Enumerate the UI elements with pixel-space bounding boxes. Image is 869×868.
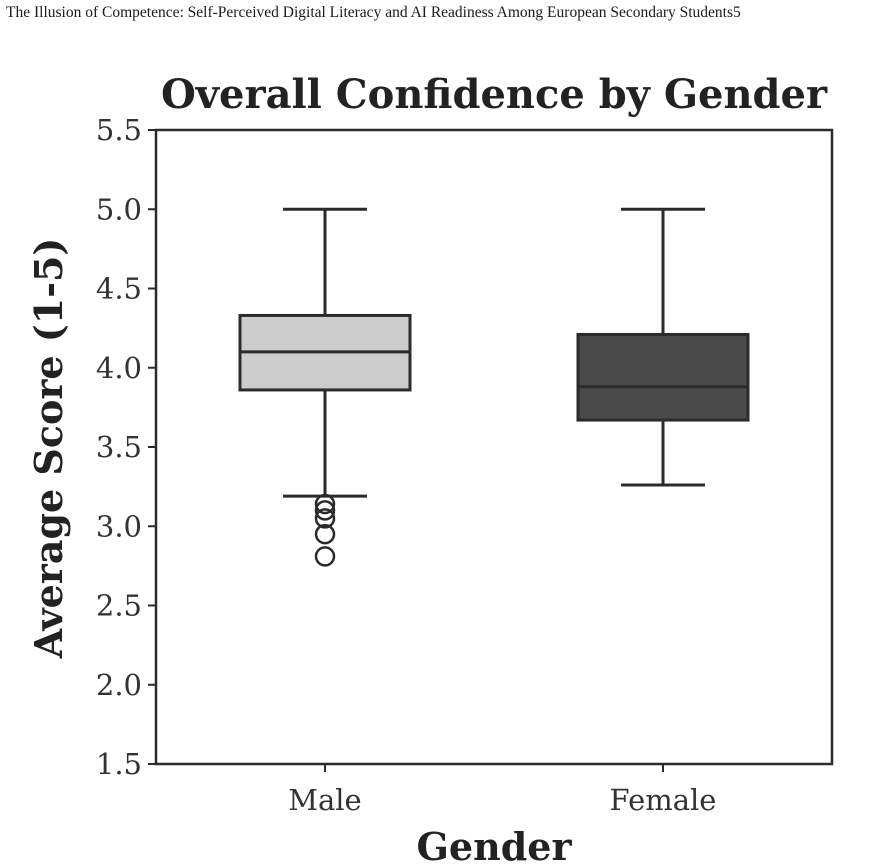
x-tick-label: Male <box>288 783 361 817</box>
chart-title: Overall Confidence by Gender <box>161 71 828 118</box>
outlier-point <box>314 493 336 515</box>
plot-frame <box>154 128 834 766</box>
y-tick-label: 4.5 <box>96 272 142 306</box>
y-tick-label: 1.5 <box>96 747 142 781</box>
y-tick-label: 5.5 <box>96 113 142 147</box>
running-header: The Illusion of Competence: Self-Perceiv… <box>6 4 741 21</box>
y-tick-label: 3.0 <box>96 509 142 543</box>
y-tick-label: 2.5 <box>96 589 142 623</box>
y-tick-label: 2.0 <box>96 668 142 702</box>
outlier-point <box>314 508 336 529</box>
outlier-point <box>314 523 336 545</box>
y-tick-label: 3.5 <box>96 430 142 464</box>
box-female <box>576 332 750 422</box>
x-axis-label: Gender <box>416 824 572 868</box>
y-axis-label: Average Score (1-5) <box>26 238 71 660</box>
outlier-point <box>314 500 336 521</box>
x-tick-label: Female <box>610 783 717 817</box>
y-tick-label: 4.0 <box>96 351 142 385</box>
outlier-point <box>314 546 336 567</box>
y-tick-label: 5.0 <box>96 192 142 226</box>
